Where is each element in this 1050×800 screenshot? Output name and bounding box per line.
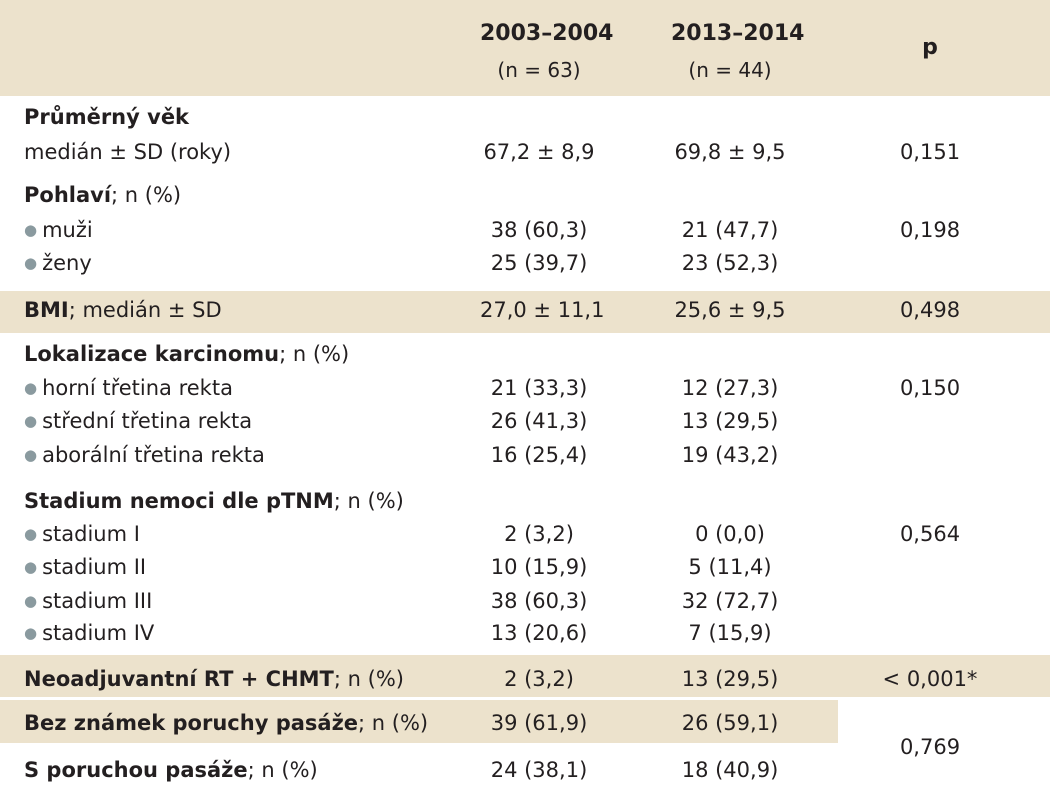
section-band	[0, 700, 838, 743]
cell-col1: 2 (3,2)	[504, 667, 574, 691]
row-label: ● muži	[24, 218, 93, 242]
header-col1-n: (n = 63)	[497, 58, 581, 82]
header-band	[0, 0, 1050, 96]
cell-col1: 38 (60,3)	[490, 218, 588, 242]
cell-col2: 26 (59,1)	[681, 711, 779, 735]
cell-col1: 2 (3,2)	[504, 522, 574, 546]
bullet-icon: ●	[24, 221, 38, 239]
cell-p: < 0,001*	[882, 667, 978, 691]
cell-col2: 13 (29,5)	[681, 409, 779, 433]
cell-p: 0,151	[899, 140, 961, 164]
bullet-icon: ●	[24, 254, 38, 272]
row-label: ● ženy	[24, 251, 92, 275]
cell-col2: 0 (0,0)	[695, 522, 765, 546]
section-band	[0, 291, 1050, 333]
cell-col2: 12 (27,3)	[681, 376, 779, 400]
row-label: ● aborální třetina rekta	[24, 443, 265, 467]
cell-col1: 21 (33,3)	[490, 376, 588, 400]
row-label: ● stadium I	[24, 522, 140, 546]
bullet-icon: ●	[24, 412, 38, 430]
section-title: S poruchou pasáže; n (%)	[24, 758, 318, 782]
cell-col2: 69,8 ± 9,5	[674, 140, 786, 164]
cell-col1: 26 (41,3)	[490, 409, 588, 433]
section-title: Pohlaví; n (%)	[24, 183, 182, 207]
row-label: ● horní třetina rekta	[24, 376, 233, 400]
bullet-icon: ●	[24, 446, 38, 464]
cell-col2: 19 (43,2)	[681, 443, 779, 467]
row-label: ● střední třetina rekta	[24, 409, 253, 433]
row-label: ● stadium IV	[24, 621, 155, 645]
cell-col1: 27,0 ± 11,1	[480, 298, 605, 322]
header-p: p	[922, 35, 938, 60]
cell-col2: 5 (11,4)	[688, 555, 772, 579]
row-label: ● stadium III	[24, 589, 153, 613]
section-band	[0, 655, 1050, 697]
cell-col2: 23 (52,3)	[681, 251, 779, 275]
cell-col1: 10 (15,9)	[490, 555, 588, 579]
cell-col2: 7 (15,9)	[688, 621, 772, 645]
section-title: Stadium nemoci dle pTNM; n (%)	[24, 489, 404, 513]
section-title: Bez známek poruchy pasáže; n (%)	[24, 711, 429, 735]
bullet-icon: ●	[24, 624, 38, 642]
cell-col1: 67,2 ± 8,9	[483, 140, 595, 164]
cell-col2: 18 (40,9)	[681, 758, 779, 782]
cell-col2: 32 (72,7)	[681, 589, 779, 613]
cell-col1: 13 (20,6)	[490, 621, 588, 645]
cell-col2: 13 (29,5)	[681, 667, 779, 691]
bullet-icon: ●	[24, 525, 38, 543]
cell-p: 0,564	[899, 522, 961, 546]
bullet-icon: ●	[24, 379, 38, 397]
row-label: medián ± SD (roky)	[24, 140, 232, 164]
cell-p-merged: 0,769	[899, 735, 961, 759]
row-label: ● stadium II	[24, 555, 147, 579]
section-title: Neoadjuvantní RT + CHMT; n (%)	[24, 667, 404, 691]
bullet-icon: ●	[24, 592, 38, 610]
cell-col1: 25 (39,7)	[490, 251, 588, 275]
cell-p: 0,498	[899, 298, 961, 322]
header-col2-title: 2013–2014	[671, 21, 805, 46]
cell-col1: 39 (61,9)	[490, 711, 588, 735]
cell-col2: 21 (47,7)	[681, 218, 779, 242]
section-title: BMI; medián ± SD	[24, 298, 222, 322]
section-title: Průměrný věk	[24, 105, 190, 129]
cell-col2: 25,6 ± 9,5	[674, 298, 786, 322]
cell-col1: 38 (60,3)	[490, 589, 588, 613]
header-col1-title: 2003–2004	[480, 21, 614, 46]
cell-col1: 24 (38,1)	[490, 758, 588, 782]
bullet-icon: ●	[24, 558, 38, 576]
cell-col1: 16 (25,4)	[490, 443, 588, 467]
cell-p: 0,150	[899, 376, 961, 400]
cell-p: 0,198	[899, 218, 961, 242]
section-title: Lokalizace karcinomu; n (%)	[24, 342, 350, 366]
header-col2-n: (n = 44)	[688, 58, 772, 82]
